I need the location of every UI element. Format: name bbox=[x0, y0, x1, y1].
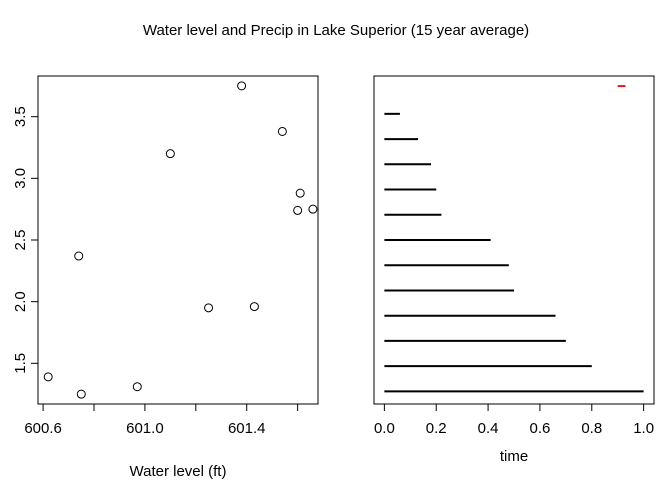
right-x-tick-label: 0.4 bbox=[478, 420, 499, 437]
scatter-point bbox=[277, 126, 287, 136]
scatter-point bbox=[43, 372, 53, 382]
scatter-point bbox=[204, 303, 214, 313]
left-y-tick-label: 2.0 bbox=[12, 291, 29, 312]
left-x-tick-label: 601.4 bbox=[228, 420, 266, 437]
left-plot-frame bbox=[37, 75, 319, 405]
left-y-tick-label: 2.5 bbox=[12, 230, 29, 251]
right-x-axis-label: time bbox=[500, 448, 528, 465]
left-panel: 600.6 601.0 601.4 1.5 2.0 2.5 3.0 3.5 Water le… bbox=[12, 75, 319, 480]
scatter-point bbox=[237, 81, 247, 91]
left-x-axis: 600.6 601.0 601.4 bbox=[24, 403, 299, 437]
scatter-point bbox=[74, 251, 84, 261]
right-x-tick-label: 0.8 bbox=[581, 420, 602, 437]
right-x-axis: 0.0 0.2 0.4 0.6 0.8 1.0 bbox=[374, 403, 654, 437]
right-x-tick-label: 0.2 bbox=[426, 420, 447, 437]
left-y-tick-label: 3.5 bbox=[12, 106, 29, 127]
left-x-tick-label: 600.6 bbox=[24, 420, 62, 437]
left-y-axis: 1.5 2.0 2.5 3.0 3.5 bbox=[12, 106, 39, 374]
left-y-tick-label: 3.0 bbox=[12, 168, 29, 189]
right-x-tick-label: 0.6 bbox=[529, 420, 550, 437]
scatter-point bbox=[165, 149, 175, 159]
right-panel: 0.0 0.2 0.4 0.6 0.8 1.0 time bbox=[373, 75, 655, 465]
scatter-point bbox=[76, 389, 86, 399]
scatter-point bbox=[132, 382, 142, 392]
right-x-tick-label: 0.0 bbox=[374, 420, 395, 437]
scatter-point bbox=[249, 302, 259, 312]
left-x-tick-label: 601.0 bbox=[126, 420, 164, 437]
scatter-point bbox=[308, 204, 318, 214]
left-y-tick-label: 1.5 bbox=[12, 353, 29, 374]
chart-title: Water level and Precip in Lake Superior … bbox=[143, 22, 529, 39]
right-x-tick-label: 1.0 bbox=[633, 420, 654, 437]
time-segments bbox=[384, 85, 644, 393]
scatter-point bbox=[293, 205, 303, 215]
scatter-points bbox=[43, 81, 318, 399]
left-x-axis-label: Water level (ft) bbox=[130, 463, 227, 480]
scatter-point bbox=[295, 188, 305, 198]
